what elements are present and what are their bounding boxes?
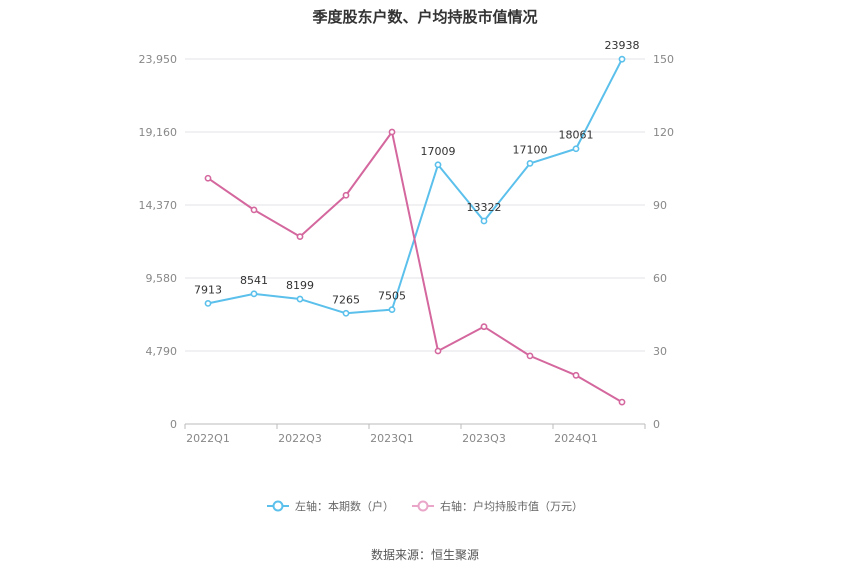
x-axis-tick-label: 2024Q1: [554, 432, 598, 445]
left-axis-tick-label: 0: [170, 418, 177, 431]
data-point-right: [480, 323, 488, 331]
right-axis-tick-label: 30: [653, 345, 667, 358]
data-label: 18061: [559, 129, 594, 142]
legend-item-left[interactable]: 左轴：本期数（户）: [267, 498, 394, 514]
data-point-right: [388, 128, 396, 136]
data-point-left: [434, 161, 442, 169]
right-axis-tick-label: 60: [653, 272, 667, 285]
data-point-right: [204, 174, 212, 182]
data-point-right: [526, 352, 534, 360]
data-point-left: [572, 145, 580, 153]
left-axis-tick-label: 4,790: [146, 345, 178, 358]
source-note: 数据来源：恒生聚源: [370, 548, 479, 562]
left-axis-tick-label: 9,580: [146, 272, 178, 285]
data-label: 8199: [286, 279, 314, 292]
data-point-right: [434, 347, 442, 355]
legend-item-right[interactable]: 右轴：户均持股市值（万元）: [412, 498, 583, 514]
right-axis-tick-label: 90: [653, 199, 667, 212]
series-line-left: [207, 58, 623, 315]
data-point-left: [296, 295, 304, 303]
data-label: 13322: [467, 201, 502, 214]
data-label: 23938: [605, 39, 640, 52]
data-point-left: [480, 217, 488, 225]
data-point-right: [250, 206, 258, 214]
legend-label-right: 右轴：户均持股市值（万元）: [440, 500, 583, 513]
x-axis-tick-label: 2023Q1: [370, 432, 414, 445]
data-point-left: [250, 290, 258, 298]
data-label: 17009: [421, 145, 456, 158]
data-point-right: [572, 371, 580, 379]
data-point-left: [526, 159, 534, 167]
x-axis-tick-label: 2022Q1: [186, 432, 230, 445]
data-point-left: [618, 55, 626, 63]
data-point-right: [296, 233, 304, 241]
data-label: 17100: [513, 143, 548, 156]
series-line-right: [207, 131, 623, 403]
left-axis-tick-label: 23,950: [139, 53, 178, 66]
legend-label-left: 左轴：本期数（户）: [295, 500, 394, 513]
data-label: 7913: [194, 283, 222, 296]
x-axis-tick-label: 2023Q3: [462, 432, 506, 445]
right-axis-tick-label: 0: [653, 418, 660, 431]
legend-marker-right-icon: [412, 500, 434, 512]
data-point-left: [342, 309, 350, 317]
left-axis-tick-label: 14,370: [139, 199, 178, 212]
data-point-right: [342, 191, 350, 199]
data-label: 8541: [240, 274, 268, 287]
data-point-left: [388, 306, 396, 314]
right-axis-tick-label: 120: [653, 126, 674, 139]
data-point-right: [618, 398, 626, 406]
x-axis-tick-label: 2022Q3: [278, 432, 322, 445]
right-axis-tick-label: 150: [653, 53, 674, 66]
data-point-left: [204, 300, 212, 307]
left-axis-tick-label: 19,160: [139, 126, 178, 139]
data-label: 7265: [332, 293, 360, 306]
legend-marker-left-icon: [267, 500, 289, 512]
data-label: 7505: [378, 290, 406, 303]
chart-title: 季度股东户数、户均持股市值情况: [312, 8, 538, 26]
legend: 左轴：本期数（户） 右轴：户均持股市值（万元）: [0, 498, 850, 514]
